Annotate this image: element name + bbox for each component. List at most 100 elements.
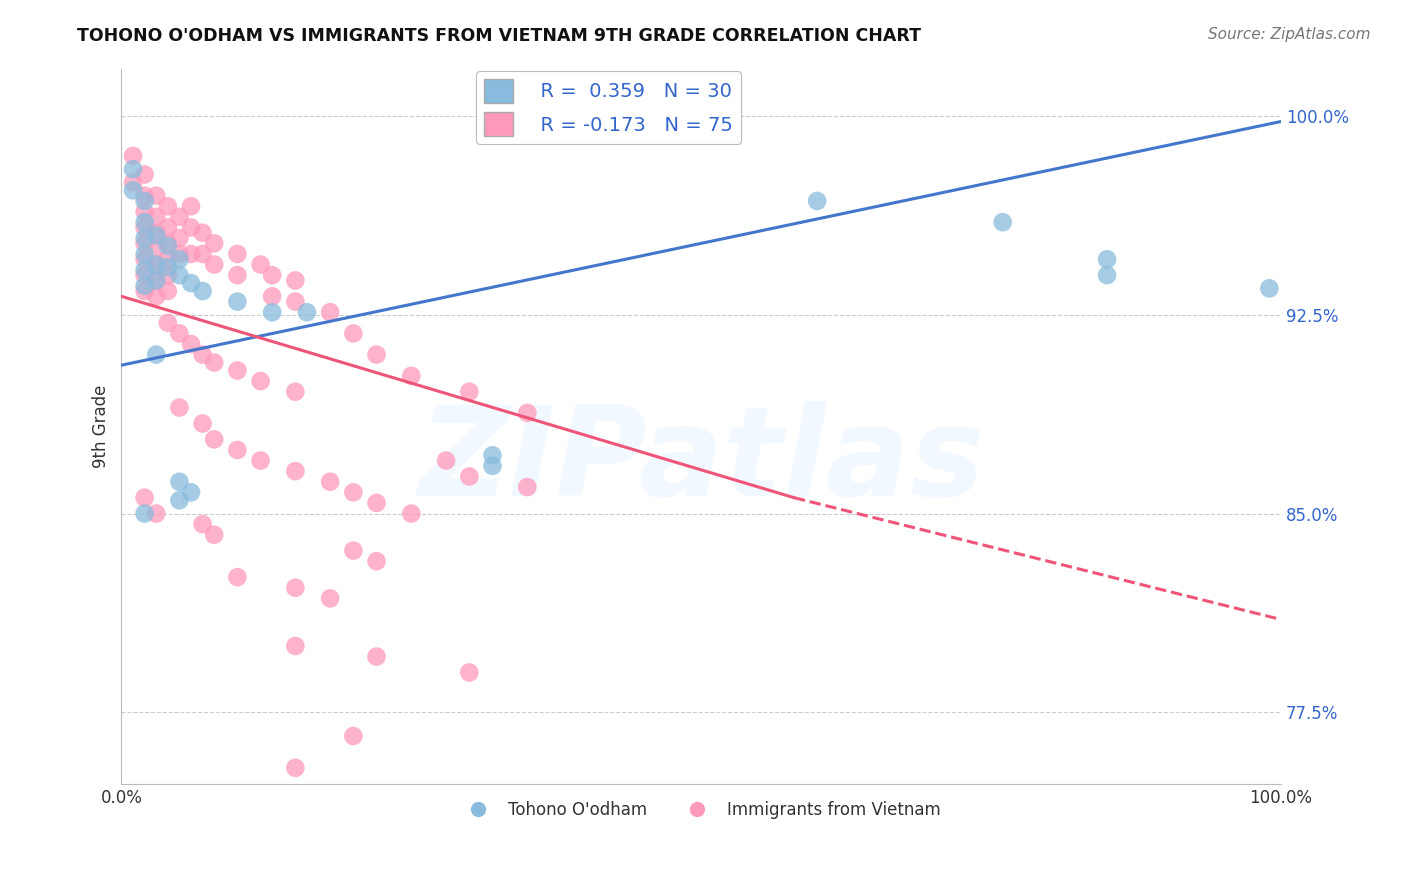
- Point: [434, 453, 457, 467]
- Point: [481, 458, 503, 473]
- Point: [134, 263, 156, 277]
- Point: [202, 258, 225, 272]
- Point: [134, 284, 156, 298]
- Point: [284, 581, 307, 595]
- Point: [180, 247, 202, 261]
- Point: [156, 239, 179, 253]
- Point: [134, 491, 156, 505]
- Point: [284, 464, 307, 478]
- Point: [134, 204, 156, 219]
- Point: [191, 348, 214, 362]
- Point: [342, 543, 364, 558]
- Point: [156, 284, 179, 298]
- Legend: Tohono O'odham, Immigrants from Vietnam: Tohono O'odham, Immigrants from Vietnam: [454, 794, 948, 825]
- Text: TOHONO O'ODHAM VS IMMIGRANTS FROM VIETNAM 9TH GRADE CORRELATION CHART: TOHONO O'ODHAM VS IMMIGRANTS FROM VIETNA…: [77, 27, 921, 45]
- Point: [180, 337, 202, 351]
- Point: [191, 226, 214, 240]
- Point: [134, 215, 156, 229]
- Point: [366, 649, 388, 664]
- Point: [284, 384, 307, 399]
- Point: [169, 247, 191, 261]
- Point: [226, 442, 249, 457]
- Point: [295, 305, 318, 319]
- Point: [262, 289, 284, 303]
- Point: [249, 453, 271, 467]
- Point: [134, 220, 156, 235]
- Point: [145, 242, 167, 256]
- Point: [202, 433, 225, 447]
- Point: [191, 517, 214, 532]
- Point: [156, 199, 179, 213]
- Point: [458, 469, 481, 483]
- Point: [319, 591, 342, 606]
- Point: [284, 294, 307, 309]
- Point: [145, 188, 167, 202]
- Point: [401, 507, 423, 521]
- Point: [169, 268, 191, 282]
- Point: [202, 527, 225, 541]
- Point: [226, 268, 249, 282]
- Point: [145, 273, 167, 287]
- Point: [145, 258, 167, 272]
- Point: [262, 305, 284, 319]
- Point: [169, 493, 191, 508]
- Point: [169, 401, 191, 415]
- Point: [156, 316, 179, 330]
- Point: [249, 374, 271, 388]
- Point: [249, 258, 271, 272]
- Point: [145, 289, 167, 303]
- Point: [284, 273, 307, 287]
- Point: [145, 258, 167, 272]
- Point: [134, 247, 156, 261]
- Point: [678, 864, 700, 879]
- Point: [156, 220, 179, 235]
- Point: [481, 448, 503, 462]
- Point: [226, 294, 249, 309]
- Point: [169, 210, 191, 224]
- Point: [134, 231, 156, 245]
- Y-axis label: 9th Grade: 9th Grade: [93, 384, 110, 467]
- Point: [191, 247, 214, 261]
- Point: [319, 305, 342, 319]
- Point: [134, 252, 156, 267]
- Point: [180, 276, 202, 290]
- Point: [191, 284, 214, 298]
- Point: [180, 485, 202, 500]
- Point: [145, 226, 167, 240]
- Point: [991, 215, 1014, 229]
- Point: [516, 406, 538, 420]
- Point: [169, 231, 191, 245]
- Point: [156, 268, 179, 282]
- Point: [226, 570, 249, 584]
- Point: [284, 639, 307, 653]
- Point: [134, 168, 156, 182]
- Point: [319, 475, 342, 489]
- Point: [180, 199, 202, 213]
- Point: [1095, 268, 1118, 282]
- Point: [169, 252, 191, 267]
- Point: [134, 507, 156, 521]
- Point: [156, 260, 179, 275]
- Point: [145, 507, 167, 521]
- Point: [122, 149, 145, 163]
- Text: Source: ZipAtlas.com: Source: ZipAtlas.com: [1208, 27, 1371, 42]
- Point: [401, 368, 423, 383]
- Point: [169, 475, 191, 489]
- Point: [145, 210, 167, 224]
- Point: [156, 252, 179, 267]
- Point: [458, 665, 481, 680]
- Point: [516, 480, 538, 494]
- Point: [134, 194, 156, 208]
- Point: [366, 348, 388, 362]
- Point: [169, 326, 191, 341]
- Text: ZIPatlas: ZIPatlas: [418, 401, 984, 523]
- Point: [134, 188, 156, 202]
- Point: [156, 236, 179, 251]
- Point: [1258, 281, 1281, 295]
- Point: [342, 326, 364, 341]
- Point: [226, 363, 249, 377]
- Point: [180, 220, 202, 235]
- Point: [262, 268, 284, 282]
- Point: [366, 554, 388, 568]
- Point: [458, 384, 481, 399]
